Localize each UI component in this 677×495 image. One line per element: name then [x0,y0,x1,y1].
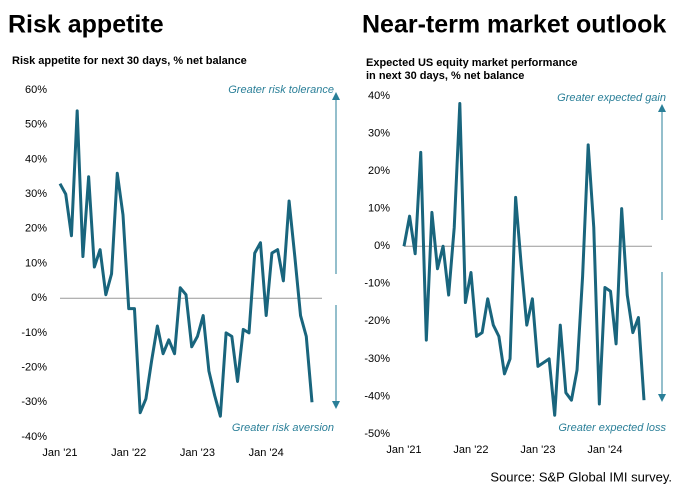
source: Source: S&P Global IMI survey. [490,469,672,484]
y-tick-label: -10% [364,278,390,290]
x-tick-label: Jan '24 [587,444,622,456]
y-tick-label: 30% [25,188,47,200]
y-tick-label: -10% [21,327,47,339]
y-tick-label: 0% [374,240,390,252]
x-tick-label: Jan '23 [180,447,215,459]
y-tick-label: 40% [25,153,47,165]
y-tick-label: -30% [21,396,47,408]
annotation: Greater expected gain [557,92,666,104]
chart-title: Near-term market outlook [362,11,666,39]
x-tick-label: Jan '21 [386,444,421,456]
chart-title: Risk appetite [8,11,164,39]
y-tick-label: -40% [364,390,390,402]
x-tick-label: Jan '21 [42,447,77,459]
y-tick-label: 40% [368,90,390,102]
annotation: Greater expected loss [558,422,666,434]
y-tick-label: 10% [368,203,390,215]
annotation: Greater risk tolerance [228,84,334,96]
y-tick-label: 0% [31,292,47,304]
y-tick-label: -40% [21,431,47,443]
x-tick-label: Jan '23 [520,444,555,456]
chart-subtitle: Risk appetite for next 30 days, % net ba… [12,55,247,67]
y-tick-label: -20% [21,362,47,374]
y-tick-label: 20% [368,165,390,177]
y-tick-label: 10% [25,257,47,269]
x-tick-label: Jan '22 [453,444,488,456]
line-series [402,102,646,417]
chart-subtitle: Expected US equity market performance [366,57,578,69]
x-tick-label: Jan '24 [249,447,284,459]
y-tick-label: -20% [364,315,390,327]
annotation: Greater risk aversion [232,422,334,434]
y-tick-label: 60% [25,84,47,96]
x-tick-label: Jan '22 [111,447,146,459]
y-tick-label: 30% [368,127,390,139]
y-tick-label: 20% [25,223,47,235]
chart-subtitle: in next 30 days, % net balance [366,70,524,82]
y-tick-label: -50% [364,428,390,440]
y-tick-label: 50% [25,119,47,131]
line-series [58,109,314,418]
y-tick-label: -30% [364,353,390,365]
